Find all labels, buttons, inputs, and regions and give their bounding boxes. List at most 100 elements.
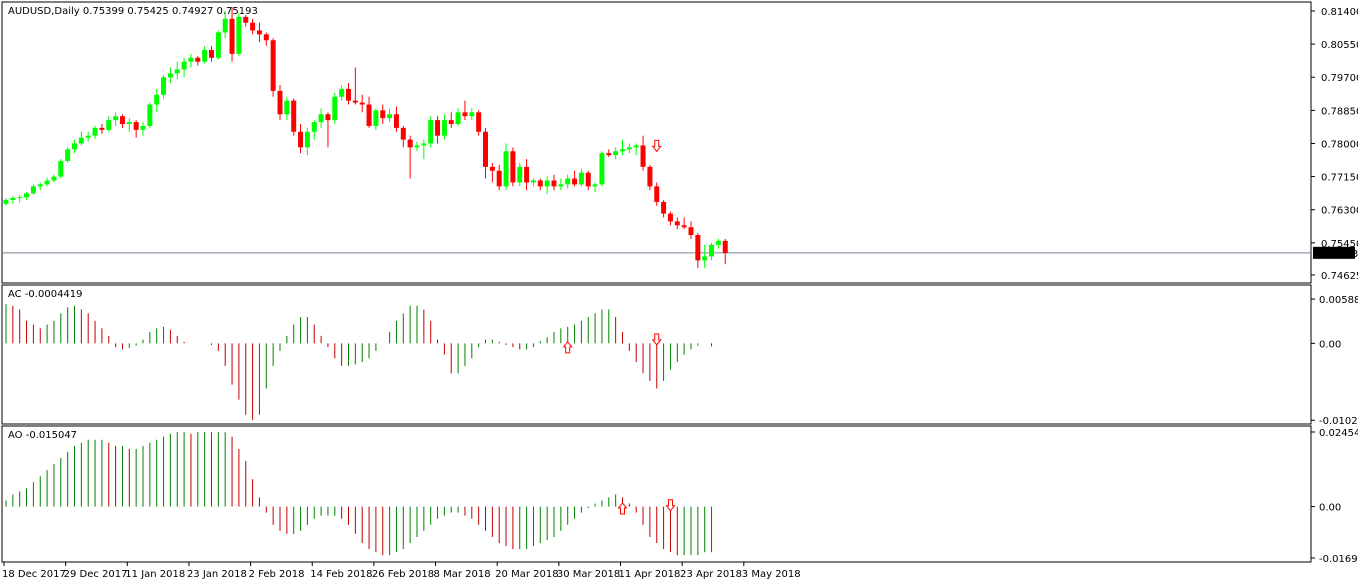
candle	[661, 199, 667, 218]
indicator-tick-label: 0.024549	[1319, 428, 1358, 439]
price-tick-label: 0.74625	[1321, 271, 1358, 282]
candle	[37, 182, 43, 191]
ac-title: AC -0.0004419	[8, 289, 83, 300]
candle	[85, 131, 91, 142]
candle	[722, 238, 728, 265]
time-tick-label: 23 Jan 2018	[187, 569, 247, 580]
candle	[551, 174, 557, 191]
candle	[3, 198, 9, 206]
ao-panel[interactable]	[1, 425, 1312, 563]
time-tick-label: 11 Apr 2018	[619, 569, 681, 580]
candle	[435, 116, 441, 144]
ao-bars-layer	[5, 432, 713, 556]
candle	[284, 96, 290, 121]
candle	[167, 67, 173, 84]
candle	[140, 122, 146, 136]
candle	[250, 18, 256, 35]
candle	[209, 46, 214, 62]
candle	[510, 147, 516, 187]
candle	[65, 147, 71, 163]
svg-text:0.75193: 0.75193	[1317, 249, 1358, 260]
candle	[489, 162, 495, 183]
candle	[599, 151, 605, 187]
candle	[325, 112, 331, 148]
indicator-tick-label: 0.00	[1319, 503, 1341, 514]
time-tick-label: 8 Mar 2018	[434, 569, 491, 580]
candle	[688, 221, 694, 239]
time-tick-label: 18 Dec 2017	[2, 569, 66, 580]
candle	[640, 135, 646, 171]
candle	[72, 139, 77, 154]
symbol-header: AUDUSD,Daily 0.75399 0.75425 0.74927 0.7…	[8, 6, 258, 17]
candle	[469, 108, 475, 121]
candle	[304, 127, 310, 156]
candle	[222, 11, 228, 39]
candle	[263, 32, 269, 47]
candle	[373, 108, 379, 130]
indicator-tick-label: 0.00	[1319, 339, 1341, 350]
candle	[613, 147, 619, 160]
candle	[352, 67, 358, 105]
candle	[366, 96, 372, 128]
candle	[195, 55, 201, 66]
candle	[414, 141, 420, 152]
candle	[92, 125, 98, 139]
indicator-tick-label: -0.010233	[1319, 416, 1358, 427]
candle	[99, 123, 105, 134]
candle	[332, 92, 338, 124]
candle	[681, 217, 687, 230]
time-tick-label: 20 Mar 2018	[495, 569, 558, 580]
candle	[174, 61, 180, 80]
candle	[154, 88, 160, 113]
candle	[243, 14, 249, 27]
candle	[496, 164, 502, 191]
candle	[462, 100, 468, 121]
ac-bars-layer	[5, 304, 713, 420]
candle	[311, 120, 317, 140]
candle	[188, 53, 194, 68]
candle	[544, 176, 550, 195]
candle	[229, 7, 235, 62]
candle	[530, 178, 536, 187]
candle	[585, 170, 591, 191]
ao-axis: 0.024549 0.00 -0.016933	[1311, 428, 1358, 565]
candle	[133, 120, 139, 138]
candle	[483, 127, 488, 179]
candle	[709, 242, 715, 261]
candle	[256, 22, 262, 43]
time-tick-label: 30 Mar 2018	[557, 569, 620, 580]
candle	[517, 162, 523, 187]
candle	[161, 75, 167, 99]
candle	[58, 159, 64, 179]
candle	[476, 110, 482, 136]
indicator-tick-label: 0.005886	[1319, 295, 1358, 306]
candle	[620, 139, 625, 156]
candle	[524, 159, 530, 191]
up-arrow-icon	[562, 341, 573, 354]
candles-layer	[3, 7, 728, 269]
candle	[346, 83, 351, 105]
candle	[277, 85, 283, 121]
candle	[558, 178, 564, 191]
candle	[17, 194, 23, 203]
candle	[126, 118, 132, 132]
candle	[667, 211, 673, 226]
candle	[715, 238, 721, 249]
candle	[428, 116, 434, 148]
candle	[339, 85, 345, 101]
candle	[202, 46, 208, 64]
candle	[626, 143, 632, 154]
time-tick-label: 29 Dec 2017	[64, 569, 128, 580]
candle	[407, 135, 413, 179]
candle	[565, 174, 571, 189]
candle	[400, 125, 406, 148]
candle	[674, 217, 680, 230]
current-price-label: 0.75193	[1313, 246, 1358, 260]
indicator-tick-label: -0.016933	[1319, 554, 1358, 565]
candle	[537, 178, 543, 191]
